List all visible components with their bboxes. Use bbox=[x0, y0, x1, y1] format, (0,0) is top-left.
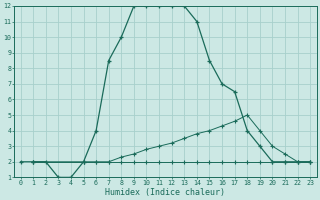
X-axis label: Humidex (Indice chaleur): Humidex (Indice chaleur) bbox=[105, 188, 225, 197]
